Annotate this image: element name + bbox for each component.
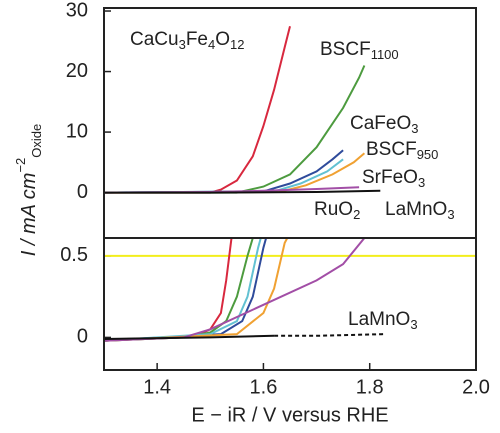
series-label: BSCF1100 <box>320 39 399 62</box>
series-label: LaMnO3 <box>385 199 455 222</box>
series-line <box>104 65 366 194</box>
series-line <box>104 25 291 194</box>
series-line <box>274 333 386 337</box>
series-line <box>104 238 289 342</box>
x-tick-label: 1.8 <box>356 376 384 398</box>
series-line <box>104 189 381 194</box>
y-tick-label: 0.5 <box>60 244 88 266</box>
x-axis-label: E − iR / V versus RHE <box>191 404 388 426</box>
series-line <box>104 238 262 342</box>
y-label-exponent: −2 <box>13 158 28 173</box>
series-label: LaMnO3 <box>348 309 418 332</box>
y-tick-label: 0 <box>77 181 88 203</box>
y-label-subscript: Oxide <box>29 124 44 158</box>
series-label: RuO2 <box>314 199 360 222</box>
y-tick-label: 30 <box>66 0 88 21</box>
plot-frame <box>103 237 477 371</box>
series-label: BSCF950 <box>366 139 438 162</box>
x-tick-label: 1.6 <box>250 376 278 398</box>
x-tick-label: 1.4 <box>143 376 171 398</box>
series-label: CaCu3Fe4O12 <box>130 29 244 52</box>
series-label: CaFeO3 <box>350 113 418 136</box>
series-line <box>104 334 275 340</box>
x-tick-label: 2.0 <box>462 376 490 398</box>
y-tick-label: 10 <box>66 120 88 142</box>
y-label-main: I / mA cm <box>18 173 40 257</box>
series-label: SrFeO3 <box>362 167 425 190</box>
series-line <box>104 238 268 342</box>
y-axis-label: I / mA cm−2Oxide <box>13 124 44 257</box>
series-line <box>104 238 233 342</box>
y-tick-label: 20 <box>66 60 88 82</box>
y-tick-label: 0 <box>77 326 88 348</box>
